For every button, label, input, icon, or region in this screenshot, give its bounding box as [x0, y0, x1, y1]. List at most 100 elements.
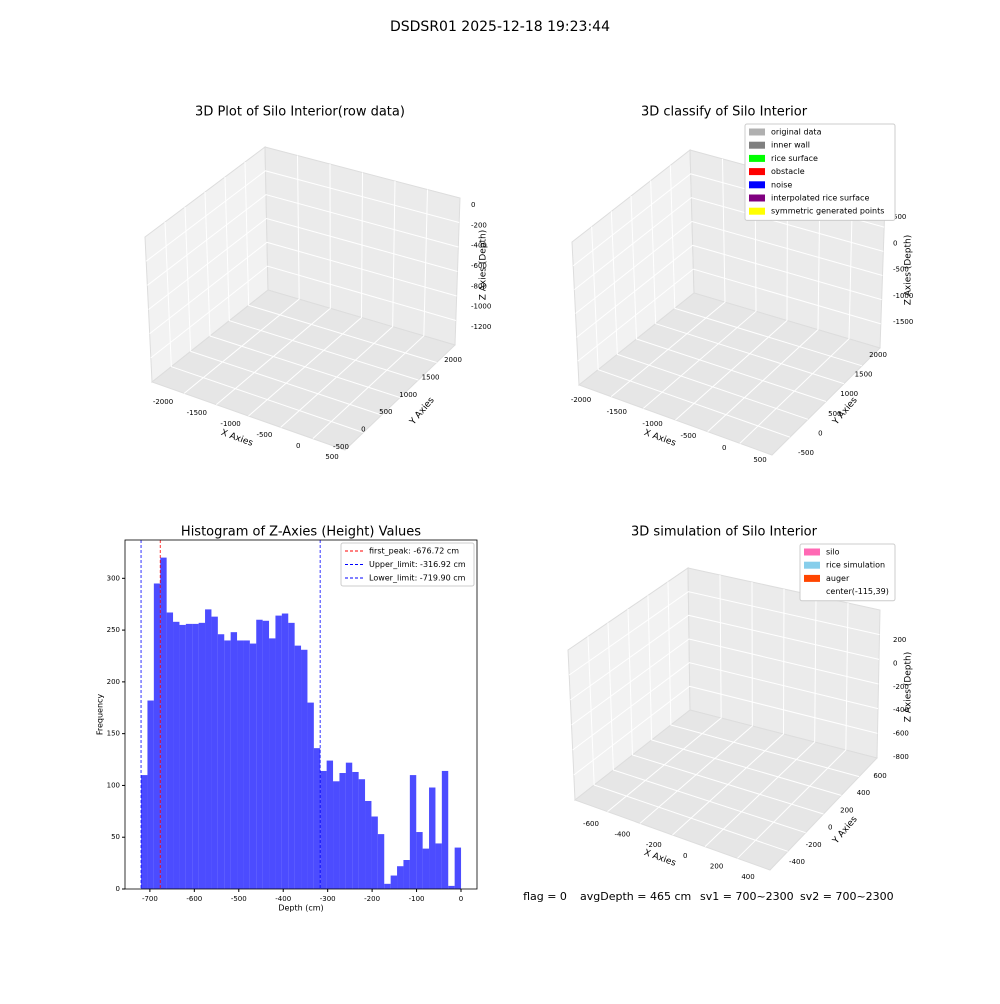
legend-label: rice surface	[771, 154, 818, 163]
x-tick-label: 500	[753, 456, 766, 464]
x-tick-label: 0	[459, 895, 463, 903]
x-tick-label: -200	[646, 841, 662, 849]
bar	[448, 885, 455, 889]
x-axis-label: Depth (cm)	[278, 904, 323, 913]
bar	[243, 640, 250, 889]
y-tick-label: 400	[857, 789, 870, 797]
y-tick-label: 250	[107, 626, 120, 634]
bar	[313, 748, 321, 889]
z-tick-label: -1000	[893, 292, 913, 300]
x-axis-label: X Axies	[219, 428, 254, 449]
x-axis-label: X Axies	[642, 848, 677, 869]
z-tick-label: -400	[471, 242, 487, 250]
footer-sv1: sv1 = 700~2300	[700, 890, 794, 903]
z-tick-label: -400	[893, 706, 909, 714]
bar	[326, 760, 334, 889]
y-tick-label: 0	[116, 885, 120, 893]
bar	[409, 775, 417, 889]
y-tick-label: 0	[361, 426, 365, 434]
bar	[371, 816, 378, 889]
bar	[397, 866, 404, 889]
pane-grid	[572, 662, 879, 751]
y-tick-label: 50	[111, 833, 120, 841]
legend-swatch	[749, 194, 765, 202]
legend-box	[799, 543, 896, 602]
y-axis-label: Y Axies	[830, 814, 859, 846]
bar	[173, 621, 180, 889]
z-tick-label: -800	[893, 753, 909, 761]
y-tick-label: 1500	[855, 371, 873, 379]
z-axis-label: Z Axies (Depth)	[904, 652, 914, 723]
bar	[275, 615, 282, 889]
legend-label: Lower_limit: -719.90 cm	[369, 574, 466, 583]
pane-grid	[280, 180, 396, 428]
z-tick-label: -600	[893, 730, 909, 738]
legend-label: silo	[826, 548, 840, 557]
legend-swatch	[749, 181, 765, 189]
z-tick-label: 200	[893, 636, 906, 644]
pane-grid	[707, 185, 821, 433]
x-tick-label: -1000	[220, 420, 240, 428]
legend-label: inner wall	[771, 141, 810, 150]
z-tick-label: 500	[893, 213, 906, 221]
bar	[294, 645, 302, 889]
bar	[454, 847, 462, 889]
bar	[211, 616, 218, 889]
x-tick-label: -600	[583, 820, 599, 828]
y-tick-label: 0	[828, 824, 832, 832]
legend-label: center(-115,39)	[826, 587, 889, 596]
bar	[256, 619, 263, 889]
bar	[230, 632, 238, 889]
subplot-title: 3D simulation of Silo Interior	[631, 525, 818, 540]
pane-grid	[573, 685, 878, 776]
z-tick-label: -600	[471, 262, 487, 270]
z-tick-label: -800	[471, 282, 487, 290]
bar	[390, 875, 398, 889]
z-tick-label: -500	[893, 266, 909, 274]
bar	[185, 623, 193, 889]
bar	[237, 640, 244, 889]
z-tick-label: 0	[893, 239, 897, 247]
bar	[281, 613, 289, 889]
legend-swatch	[804, 574, 820, 582]
legend-label: interpolated rice surface	[771, 194, 869, 203]
pane-grid	[150, 265, 456, 359]
z-tick-label: -1200	[471, 323, 491, 331]
bar	[262, 620, 270, 889]
legend-label: rice simulation	[826, 561, 885, 570]
legend-label: original data	[771, 128, 822, 137]
z-tick-label: -200	[893, 683, 909, 691]
x-tick-label: -500	[680, 432, 696, 440]
y-tick-label: 300	[107, 574, 120, 582]
y-tick-label: 500	[828, 410, 841, 418]
x-tick-label: -400	[614, 831, 630, 839]
legend-box	[744, 123, 896, 221]
y-tick-label: 200	[107, 678, 120, 686]
y-tick-label: 600	[873, 772, 886, 780]
pane-grid	[739, 194, 853, 444]
bar	[192, 623, 199, 889]
y-tick-label: 1000	[399, 391, 417, 399]
z-tick-label: -1500	[893, 318, 913, 326]
pane-grid	[577, 268, 881, 362]
x-tick-label: 0	[296, 442, 300, 450]
bar	[205, 609, 212, 889]
y-tick-label: 200	[840, 806, 853, 814]
legend-swatch	[749, 154, 765, 162]
bar	[345, 762, 353, 889]
y-tick-label: 100	[107, 781, 120, 789]
bar	[422, 848, 430, 889]
bar	[352, 771, 359, 889]
x-tick-label: -1500	[607, 408, 627, 416]
y-tick-label: -500	[333, 443, 349, 451]
y-tick-label: 150	[107, 730, 120, 738]
suptitle: DSDSR01 2025-12-18 19:23:44	[390, 19, 610, 35]
subplot-title: 3D Plot of Silo Interior(row data)	[195, 105, 405, 120]
subplot-title: 3D classify of Silo Interior	[641, 105, 808, 120]
bar	[307, 702, 314, 889]
x-tick-label: -200	[364, 895, 380, 903]
legend-swatch	[749, 141, 765, 149]
bar	[429, 787, 436, 889]
legend-swatch	[804, 561, 820, 569]
